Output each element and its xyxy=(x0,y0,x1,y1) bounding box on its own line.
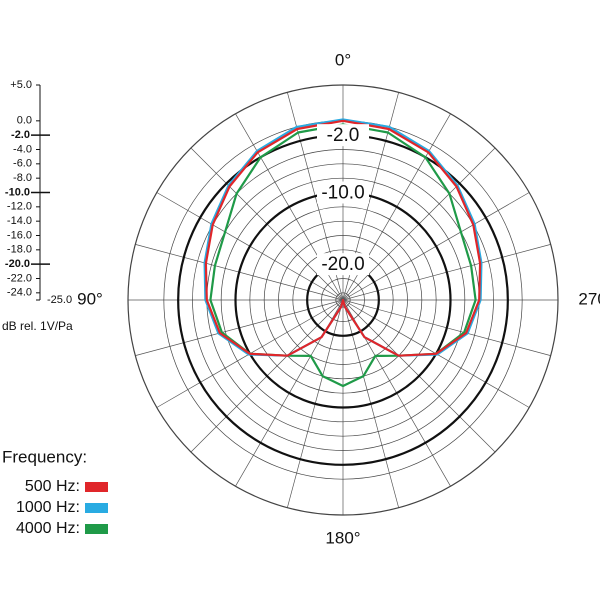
scale-label: -24.0 xyxy=(7,287,32,299)
legend-title: Frequency: xyxy=(2,447,87,466)
angle-label: 180° xyxy=(325,528,360,547)
scale-label: -16.0 xyxy=(7,229,32,241)
ring xyxy=(292,249,394,351)
ring xyxy=(249,206,437,394)
ring-label-bg xyxy=(317,181,369,204)
legend-label: 4000 Hz: xyxy=(16,520,80,537)
scale-label: -18.0 xyxy=(7,244,32,256)
scale-label: -22.0 xyxy=(7,272,32,284)
scale-label: 0.0 xyxy=(17,115,32,127)
angle-label: 270° xyxy=(578,289,600,308)
legend-swatch xyxy=(85,524,108,534)
scale-label: -8.0 xyxy=(13,172,32,184)
ring-label: -20.0 xyxy=(321,254,364,275)
scale-label: -25.0 xyxy=(47,294,72,306)
pattern-line xyxy=(209,123,477,388)
legend-swatch xyxy=(85,503,108,513)
pattern-line xyxy=(204,119,482,357)
scale-label: -14.0 xyxy=(7,215,32,227)
legend-label: 1000 Hz: xyxy=(16,499,80,516)
scale-label: -6.0 xyxy=(13,158,32,170)
ring-label: -10.0 xyxy=(321,183,364,204)
r-axis-label: dB rel. 1V/Pa xyxy=(2,319,73,333)
scale-major-label: -2.0 xyxy=(11,129,30,141)
ring-label-bg xyxy=(317,253,369,276)
scale-label: -12.0 xyxy=(7,201,32,213)
ring xyxy=(263,220,423,380)
ring-label-bg xyxy=(317,124,369,147)
ring xyxy=(321,278,365,322)
legend-label: 500 Hz: xyxy=(25,478,80,495)
ring xyxy=(278,235,408,365)
scale-label: -4.0 xyxy=(13,143,32,155)
scale-label: +5.0 xyxy=(10,79,32,91)
scale-major-label: -10.0 xyxy=(5,186,30,198)
ring xyxy=(127,84,559,516)
angle-label: 0° xyxy=(335,50,351,69)
legend-swatch xyxy=(85,482,108,492)
angle-label: 90° xyxy=(77,289,103,308)
ring xyxy=(220,177,466,423)
scale-major-label: -20.0 xyxy=(5,258,30,270)
ring xyxy=(192,149,494,451)
ring-label: -2.0 xyxy=(327,125,360,146)
ring xyxy=(335,292,351,308)
